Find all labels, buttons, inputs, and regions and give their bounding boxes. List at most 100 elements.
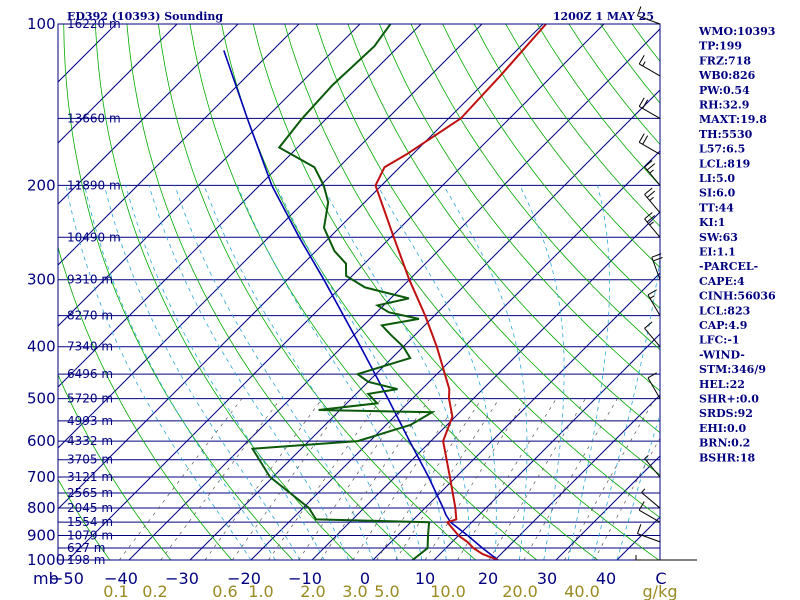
index-line: BSHR:18 <box>699 451 755 464</box>
index-line: MAXT:19.8 <box>699 113 767 126</box>
wind-barb-staff <box>641 492 661 509</box>
height-label: 3705 m <box>67 453 113 467</box>
pressure-tick-label: 400 <box>27 338 56 356</box>
wind-barb-staff <box>638 141 661 155</box>
height-label: 13660 m <box>67 111 121 125</box>
wind-barb <box>638 55 661 77</box>
wind-barb-flag <box>638 97 645 107</box>
wind-barb <box>641 488 661 509</box>
mixing-ratio-line <box>232 398 348 560</box>
wind-barb-staff <box>644 458 661 478</box>
index-line: EHI:0.0 <box>699 422 746 435</box>
wind-barb <box>636 524 661 543</box>
wind-barb-staff <box>638 105 661 119</box>
dry-adiabat-line <box>58 373 172 560</box>
mixing-ratio-tick-label: 10.0 <box>430 582 466 600</box>
index-line: LFC:-1 <box>699 334 740 347</box>
index-line: KI:1 <box>699 216 725 229</box>
index-line: SHR+:0.0 <box>699 393 759 406</box>
mixing-ratio-line <box>352 398 460 560</box>
wind-barb-staff <box>638 509 661 523</box>
wind-barb <box>647 289 661 316</box>
height-label: 9310 m <box>67 273 113 287</box>
plot-frame <box>57 23 661 561</box>
wind-barb-staff <box>644 327 661 348</box>
background-lines <box>58 24 660 560</box>
parcel-trace <box>223 50 499 560</box>
dry-adiabat-line <box>252 24 660 560</box>
index-line: HEL:22 <box>699 378 745 391</box>
pressure-labels: 100 200 300 400 500 600 700 800 900 1000 <box>27 15 65 569</box>
temperature-tick-label: 20 <box>478 569 498 588</box>
mixing-ratio-labels: 0.1 0.2 0.6 1.0 2.0 3.0 5.0 10.0 20.0 40.0 g/kg <box>103 582 677 600</box>
dry-adiabat-line <box>126 24 416 560</box>
mixing-ratio-line <box>457 398 557 560</box>
mixing-ratio-line <box>376 398 483 560</box>
wind-barb <box>638 133 661 155</box>
wind-barb-flag <box>638 133 645 143</box>
isotherm-line <box>58 24 483 449</box>
isotherm-line <box>58 24 239 205</box>
temperature-tick-label: −40 <box>104 569 138 588</box>
mixing-ratio-line <box>488 398 586 560</box>
temperature-tick-label: −50 <box>50 569 84 588</box>
wind-barb-flag <box>642 99 649 109</box>
dry-adiabat-line <box>63 24 294 560</box>
index-line: WMO:10393 <box>698 25 775 38</box>
mixing-ratio-tick-label: 1.0 <box>248 582 273 600</box>
wind-barb-staff <box>637 533 661 543</box>
title-right: 1200Z 1 MAY 25 <box>553 10 654 23</box>
title-left: ED392 (10393) Sounding <box>67 10 223 23</box>
temperature-tick-label: 0 <box>360 569 370 588</box>
wind-barb <box>638 97 661 119</box>
dry-adiabat-line <box>379 24 660 392</box>
temperature-trace <box>374 24 547 560</box>
mixing-ratio-tick-label: g/kg <box>643 582 678 600</box>
index-line: CINH:56036 <box>699 290 776 303</box>
wind-barb-flag <box>646 163 656 171</box>
index-line: STM:346/9 <box>699 363 766 376</box>
index-line: RH:32.9 <box>699 99 749 112</box>
height-label: 2565 m <box>67 486 113 500</box>
wind-barb-flag <box>636 524 642 534</box>
isotherm-line <box>58 24 422 388</box>
mixing-ratio-tick-label: 0.6 <box>212 582 237 600</box>
pressure-tick-label: 200 <box>27 176 56 194</box>
index-line: LI:5.0 <box>699 172 735 185</box>
mixing-ratio-line <box>320 398 430 560</box>
temperature-tick-label: −10 <box>288 569 322 588</box>
index-line: LCL:823 <box>699 304 750 317</box>
temperature-tick-label: 40 <box>596 569 616 588</box>
temperature-tick-label: C <box>655 569 666 588</box>
pressure-tick-label: 300 <box>27 271 56 289</box>
dry-adiabat-line <box>58 478 111 560</box>
mixing-ratio-tick-label: 20.0 <box>502 582 538 600</box>
moist-adiabat-line <box>276 185 447 560</box>
mixing-ratio-tick-label: 40.0 <box>564 582 600 600</box>
wind-barb <box>647 372 661 399</box>
wind-barb <box>635 555 660 561</box>
moist-adiabat-line <box>125 185 325 560</box>
pressure-tick-label: 500 <box>27 390 56 408</box>
wind-barb <box>638 501 661 523</box>
index-line: WB0:826 <box>698 69 756 82</box>
height-labels: 16220 m 13660 m 11890 m 10490 m 9310 m 8270 m… <box>67 17 121 567</box>
dry-adiabat-line <box>221 24 599 560</box>
pressure-tick-label: 100 <box>27 15 56 33</box>
dry-adiabat-line <box>158 24 477 560</box>
index-line: EI:1.1 <box>699 246 736 259</box>
wind-barb <box>644 187 661 214</box>
moist-adiabat-line <box>237 185 423 560</box>
height-label: 7340 m <box>67 340 113 354</box>
wind-barb <box>644 160 661 186</box>
wind-barb-staff <box>637 15 661 25</box>
isotherm-line <box>58 24 361 327</box>
wind-barb-staff <box>638 63 661 77</box>
index-line: TH:5530 <box>699 128 753 141</box>
moist-adiabat-line <box>616 412 660 560</box>
moist-adiabat-line <box>322 185 471 560</box>
wind-barb <box>644 212 661 238</box>
wind-barb-staff <box>647 377 661 399</box>
mixing-ratio-line <box>160 398 281 560</box>
wind-barb-flag <box>649 169 654 174</box>
